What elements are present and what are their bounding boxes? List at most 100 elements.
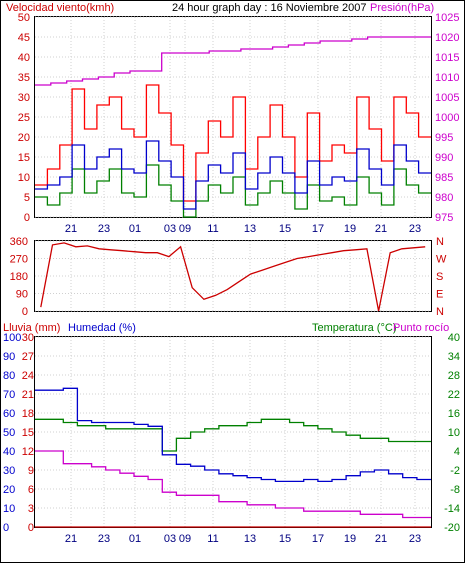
rain-tick-label: 27 <box>22 351 34 363</box>
middle-grid <box>35 240 431 312</box>
middle-tick-label: 180 <box>10 271 28 283</box>
humidity-tick-label: 90 <box>3 351 15 363</box>
top-x-tick-label: 23 <box>409 223 421 235</box>
temperature-tick-label: -2 <box>450 465 460 477</box>
rain-tick-label: 21 <box>22 389 34 401</box>
wind-min-line <box>35 164 431 218</box>
top-right-tick-label: 990 <box>435 152 453 164</box>
top-left-tick-label: 20 <box>18 132 30 144</box>
rain-tick-label: 6 <box>28 484 34 496</box>
humidity-tick-label: 30 <box>3 465 15 477</box>
top-right-tick-label: 995 <box>435 132 453 144</box>
temperature-tick-label: -14 <box>444 503 460 515</box>
rain-tick-label: 24 <box>22 370 34 382</box>
humidity-tick-label: 70 <box>3 389 15 401</box>
temperature-tick-label: 16 <box>448 408 460 420</box>
bottom-x-tick-label: 13 <box>244 533 256 545</box>
humidity-tick-label: 10 <box>3 503 15 515</box>
top-right-tick-label: 1015 <box>435 52 459 64</box>
bottom-x-tick-label: 01 <box>129 533 141 545</box>
top-x-tick-label: 09 <box>179 223 191 235</box>
rain-tick-label: 18 <box>22 408 34 420</box>
top-x-tick-label: 17 <box>312 223 324 235</box>
axis-labels: 0510152025303540455097598098599099510001… <box>3 12 460 545</box>
top-right-tick-label: 1005 <box>435 92 459 104</box>
temperature-line <box>35 418 431 452</box>
top-left-tick-label: 25 <box>18 112 30 124</box>
middle-tick-label: 0 <box>22 306 28 318</box>
pressure-axis-title: Presión(hPa) <box>370 2 434 14</box>
top-left-tick-label: 0 <box>24 212 30 224</box>
top-left-tick-label: 10 <box>18 172 30 184</box>
temperature-tick-label: -8 <box>450 484 460 496</box>
top-right-tick-label: 1020 <box>435 32 459 44</box>
chart-title: 24 hour graph day : 16 Noviembre 2007 <box>172 2 366 14</box>
top-x-tick-label: 19 <box>344 223 356 235</box>
middle-tick-label: 360 <box>10 236 28 248</box>
rain-tick-label: 30 <box>22 332 34 344</box>
middle-tick-label: 270 <box>10 254 28 266</box>
top-left-tick-label: 35 <box>18 72 30 84</box>
bottom-x-tick-label: 11 <box>207 533 218 545</box>
compass-label: S <box>436 271 443 283</box>
humidity-tick-label: 80 <box>3 370 15 382</box>
bottom-series <box>35 387 431 528</box>
top-x-tick-label: 15 <box>279 223 291 235</box>
bottom-x-tick-label: 23 <box>98 533 110 545</box>
rain-tick-label: 12 <box>22 446 34 458</box>
temperature-tick-label: 40 <box>448 332 460 344</box>
rain-tick-label: 0 <box>28 522 34 534</box>
top-right-tick-label: 1025 <box>435 12 459 24</box>
top-x-tick-label: 23 <box>98 223 110 235</box>
compass-label: E <box>436 289 443 301</box>
top-x-tick-label: 21 <box>375 223 387 235</box>
bottom-x-tick-label: 21 <box>375 533 387 545</box>
humidity-tick-label: 20 <box>3 484 15 496</box>
top-x-tick-label: 21 <box>65 223 77 235</box>
top-right-tick-label: 985 <box>435 172 453 184</box>
top-right-tick-label: 1010 <box>435 72 459 84</box>
temperature-axis-title: Temperatura (°C) <box>312 322 396 334</box>
dewpoint-line <box>35 450 431 519</box>
top-x-tick-label: 11 <box>207 223 218 235</box>
top-right-tick-label: 1000 <box>435 112 459 124</box>
top-left-tick-label: 40 <box>18 52 30 64</box>
humidity-tick-label: 40 <box>3 446 15 458</box>
bottom-x-tick-label: 19 <box>344 533 356 545</box>
humidity-axis-title: Humedad (%) <box>68 322 136 334</box>
top-x-tick-label: 03 <box>164 223 176 235</box>
top-left-tick-label: 15 <box>18 152 30 164</box>
bottom-x-tick-label: 21 <box>65 533 77 545</box>
wind-axis-title: Velocidad viento(kmh) <box>6 2 114 14</box>
rain-tick-label: 9 <box>28 465 34 477</box>
top-x-tick-label: 13 <box>244 223 256 235</box>
top-left-tick-label: 5 <box>24 192 30 204</box>
middle-series <box>40 242 426 312</box>
bottom-x-tick-label: 23 <box>409 533 421 545</box>
compass-label: N <box>436 306 444 318</box>
bottom-x-tick-label: 17 <box>312 533 324 545</box>
top-left-tick-label: 50 <box>18 12 30 24</box>
temperature-tick-label: 4 <box>454 446 460 458</box>
temperature-tick-label: 22 <box>448 389 460 401</box>
bottom-x-tick-label: 03 <box>164 533 176 545</box>
bottom-x-tick-label: 15 <box>279 533 291 545</box>
wind-speed-line <box>35 140 431 210</box>
top-left-tick-label: 30 <box>18 92 30 104</box>
humidity-tick-label: 60 <box>3 408 15 420</box>
humidity-tick-label: 50 <box>3 427 15 439</box>
middle-tick-label: 90 <box>16 289 28 301</box>
temperature-tick-label: 10 <box>448 427 460 439</box>
temperature-tick-label: 28 <box>448 370 460 382</box>
compass-label: W <box>436 254 447 266</box>
top-left-tick-label: 45 <box>18 32 30 44</box>
top-x-tick-label: 01 <box>129 223 141 235</box>
top-series <box>35 36 431 218</box>
bottom-x-tick-label: 09 <box>179 533 191 545</box>
pressure-line <box>35 36 431 86</box>
humidity-tick-label: 0 <box>3 522 9 534</box>
dewpoint-axis-title: Punto rocío <box>393 322 449 334</box>
temperature-tick-label: -20 <box>444 522 460 534</box>
wind-direction-line <box>40 242 426 312</box>
compass-label: N <box>436 236 444 248</box>
